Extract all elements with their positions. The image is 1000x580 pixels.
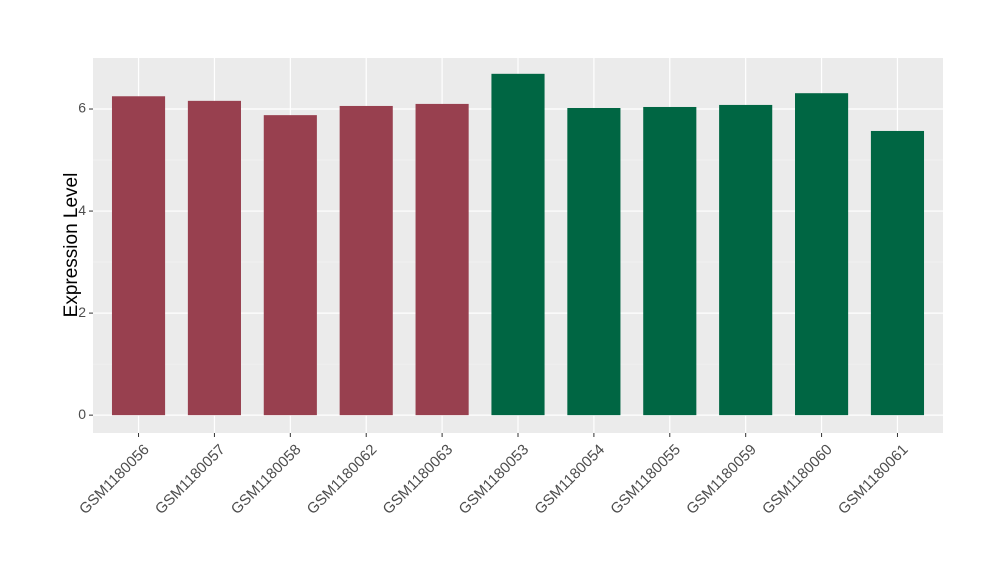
y-tick-label: 6 [78, 100, 86, 116]
y-tick-label: 0 [78, 406, 86, 422]
bar [339, 105, 393, 416]
bar [491, 73, 545, 416]
x-tick-label: GSM1180060 [759, 441, 836, 518]
x-tick-label: GSM1180062 [304, 441, 381, 518]
bar [111, 96, 166, 416]
y-tick-label: 2 [78, 304, 86, 320]
bar [795, 93, 849, 416]
bar [187, 100, 241, 416]
y-tick-label: 4 [78, 202, 86, 218]
x-tick-label: GSM1180057 [152, 441, 229, 518]
x-tick-label: GSM1180053 [455, 441, 532, 518]
x-tick-label: GSM1180063 [380, 441, 457, 518]
x-tick-label: GSM1180055 [607, 441, 684, 518]
bar [567, 108, 621, 416]
x-tick-label: GSM1180061 [835, 441, 912, 518]
x-tick-label: GSM1180056 [76, 441, 153, 518]
bar [870, 130, 925, 416]
y-axis-title: Expression Level [61, 173, 82, 318]
bar [643, 106, 697, 416]
bar [415, 103, 469, 416]
bar [263, 115, 317, 416]
x-tick-label: GSM1180054 [531, 441, 608, 518]
x-tick-label: GSM1180059 [683, 441, 760, 518]
x-tick-label: GSM1180058 [228, 441, 305, 518]
bar [719, 104, 773, 416]
